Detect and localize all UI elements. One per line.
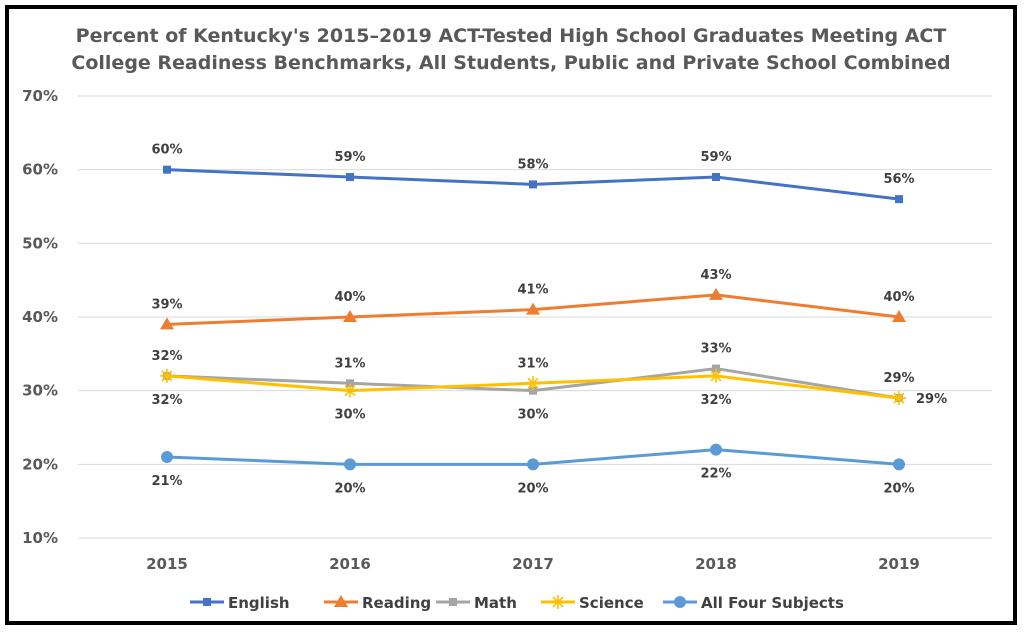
x-tick-label: 2019 (878, 555, 920, 573)
data-point (892, 391, 906, 406)
y-tick-label: 10% (22, 529, 58, 547)
data-point (892, 310, 906, 322)
data-label: 20% (334, 481, 365, 496)
legend-label: Reading (362, 594, 431, 612)
data-labels: 60% 59% 58% 59% 56% 39% 40% 41% 43% 40% 32% 31% 30% 3… (151, 143, 947, 497)
chart-title-line-1: Percent of Kentucky's 2015–2019 ACT-Test… (75, 25, 947, 47)
data-point (344, 458, 356, 471)
legend-label: English (228, 594, 290, 612)
data-label: 32% (151, 349, 182, 364)
x-tick-label: 2017 (512, 555, 554, 573)
y-tick-label: 70% (22, 87, 58, 105)
data-label: 39% (151, 297, 182, 312)
y-tick-label: 20% (22, 455, 58, 473)
legend-label: All Four Subjects (701, 594, 844, 612)
data-point (895, 195, 903, 204)
y-tick-label: 40% (22, 308, 58, 326)
data-point (160, 317, 174, 330)
legend: English Reading Math Science All Four Subjec… (190, 594, 844, 612)
legend-marker (551, 595, 565, 609)
data-point (712, 364, 720, 373)
data-point (710, 443, 722, 456)
data-point (346, 379, 354, 388)
series-science (160, 368, 906, 406)
data-point (343, 310, 357, 322)
legend-marker (674, 596, 686, 608)
data-point (529, 386, 537, 395)
data-label: 32% (700, 393, 731, 408)
legend-marker-shape (551, 595, 565, 609)
data-point (160, 368, 174, 383)
legend-item: English (190, 594, 290, 612)
y-tick-label: 50% (22, 234, 58, 252)
data-point (709, 368, 723, 383)
data-label: 21% (151, 474, 182, 489)
data-label: 29% (916, 392, 947, 407)
data-label: 30% (334, 408, 365, 423)
legend-marker (203, 598, 211, 606)
data-label: 60% (151, 143, 182, 158)
data-label: 56% (883, 172, 914, 187)
data-point-shape (160, 368, 174, 383)
y-tick-label: 60% (22, 161, 58, 179)
data-label: 40% (334, 290, 365, 305)
data-label: 59% (334, 150, 365, 165)
legend-item: Reading (324, 594, 431, 612)
data-point (163, 165, 171, 174)
legend-item: All Four Subjects (663, 594, 844, 612)
data-point-shape (709, 368, 723, 383)
data-label: 40% (883, 290, 914, 305)
x-tick-label: 2018 (695, 555, 737, 573)
data-point (529, 180, 537, 189)
data-label: 43% (700, 268, 731, 283)
data-label: 29% (883, 371, 914, 386)
x-axis-labels: 2015 2016 2017 2018 2019 (146, 555, 920, 573)
legend-label: Science (579, 594, 644, 612)
data-label: 31% (517, 356, 548, 371)
x-tick-label: 2015 (146, 555, 188, 573)
chart-frame: Percent of Kentucky's 2015–2019 ACT-Test… (5, 5, 1017, 625)
data-point (161, 450, 173, 463)
series-english (163, 165, 903, 204)
legend-marker (449, 598, 457, 606)
data-label: 58% (517, 157, 548, 172)
legend-marker (334, 595, 348, 607)
y-tick-label: 30% (22, 382, 58, 400)
data-point-shape (526, 376, 540, 391)
data-point (712, 173, 720, 182)
data-label: 30% (517, 408, 548, 423)
legend-label: Math (474, 594, 517, 612)
data-point-shape (892, 391, 906, 406)
data-point (346, 173, 354, 182)
data-label: 20% (517, 481, 548, 496)
chart-title: Percent of Kentucky's 2015–2019 ACT-Test… (9, 23, 1013, 77)
legend-item: Science (541, 594, 644, 612)
data-label: 41% (517, 283, 548, 298)
data-label: 31% (334, 356, 365, 371)
data-point (709, 287, 723, 300)
data-point (893, 458, 905, 471)
series-reading (160, 287, 906, 330)
chart-title-line-2: College Readiness Benchmarks, All Studen… (71, 52, 951, 74)
data-label: 20% (883, 481, 914, 496)
x-tick-label: 2016 (329, 555, 371, 573)
data-point (526, 302, 540, 315)
data-label: 32% (151, 393, 182, 408)
data-label: 33% (700, 342, 731, 357)
legend-item: Math (436, 594, 517, 612)
data-point (526, 376, 540, 391)
data-point-shape (343, 383, 357, 398)
data-label: 22% (700, 467, 731, 482)
data-point (343, 383, 357, 398)
data-point (527, 458, 539, 471)
series-all-four-subjects (161, 443, 905, 471)
data-label: 59% (700, 150, 731, 165)
